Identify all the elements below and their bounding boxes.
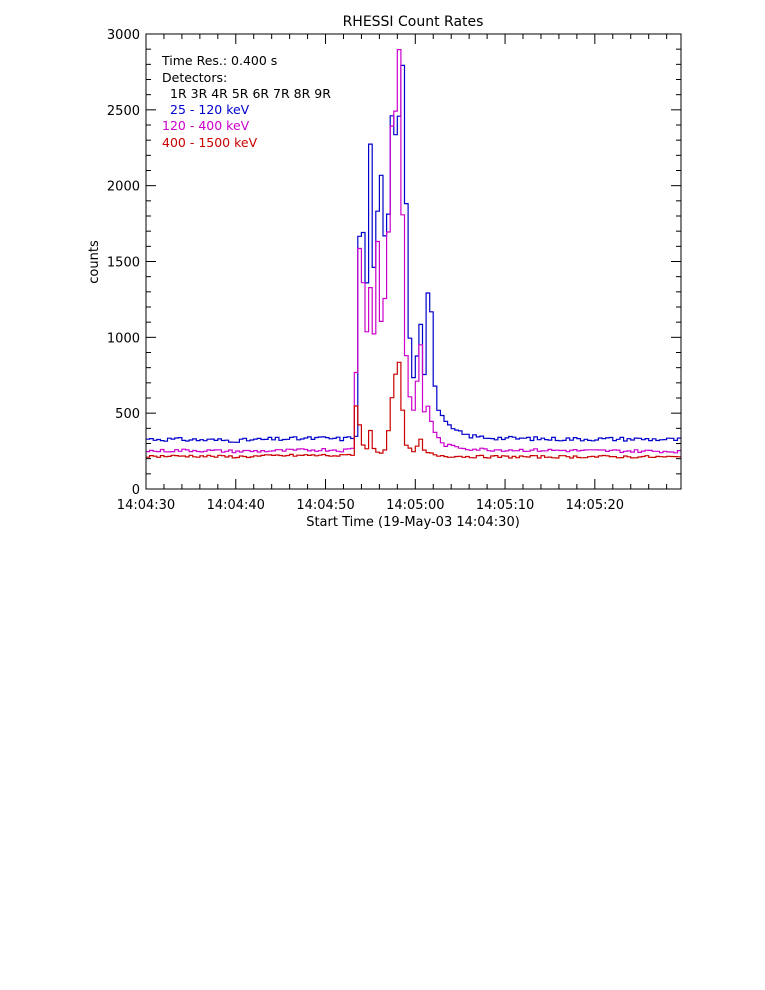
x-tick-label: 14:04:30 [117, 498, 175, 513]
x-tick-label: 14:05:20 [566, 498, 624, 513]
legend-detectors: 1R 3R 4R 5R 6R 7R 8R 9R [170, 86, 331, 101]
y-tick-label: 1000 [107, 331, 140, 346]
legend: Time Res.: 0.400 s Detectors: 1R 3R 4R 5… [161, 53, 331, 150]
legend-series-0: 25 - 120 keV [170, 102, 250, 117]
y-axis-label: counts [87, 240, 102, 284]
legend-series-2: 400 - 1500 keV [162, 135, 258, 150]
chart-title: RHESSI Count Rates [343, 14, 484, 30]
series-line-0 [146, 64, 681, 443]
y-tick-label: 1500 [107, 256, 140, 271]
x-tick-label: 14:04:50 [296, 498, 354, 513]
plot-frame [145, 33, 682, 490]
legend-time-res: Time Res.: 0.400 s [161, 53, 277, 68]
y-tick-label: 2000 [107, 180, 140, 195]
series-group [146, 49, 681, 459]
series-line-2 [146, 361, 681, 459]
legend-series-1: 120 - 400 keV [162, 118, 250, 133]
y-tick-label: 2500 [107, 104, 140, 119]
legend-detectors-label: Detectors: [162, 70, 227, 85]
x-axis-label: Start Time (19-May-03 14:04:30) [306, 515, 520, 530]
axes: 0 500 1000 1500 2000 2500 3000 14:04:30 14:04:40… [107, 28, 681, 513]
x-tick-label: 14:04:40 [207, 498, 265, 513]
series-line-1 [146, 49, 681, 454]
y-tick-label: 0 [132, 483, 140, 498]
y-tick-label: 500 [115, 407, 140, 422]
x-tick-label: 14:05:00 [386, 498, 444, 513]
y-tick-label: 3000 [107, 28, 140, 43]
x-tick-label: 14:05:10 [476, 498, 534, 513]
